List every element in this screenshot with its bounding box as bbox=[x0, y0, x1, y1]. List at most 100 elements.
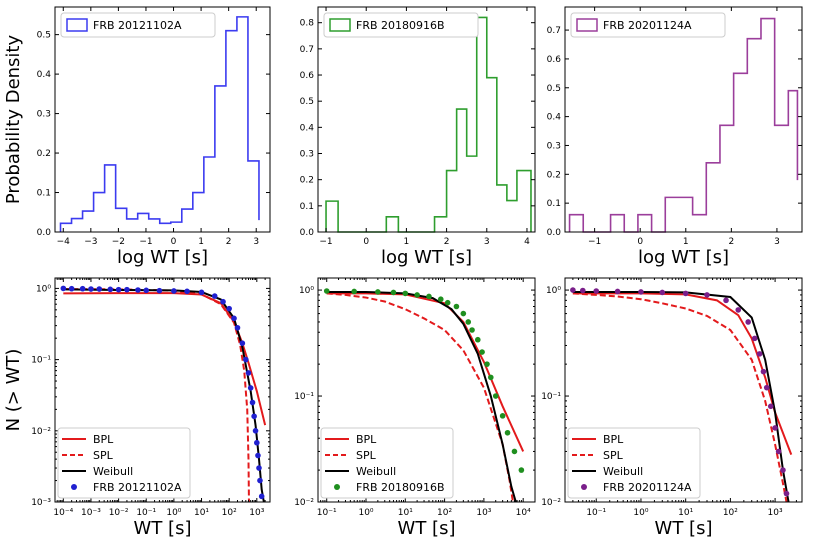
histogram-bin bbox=[204, 157, 215, 232]
legend-box bbox=[320, 427, 454, 499]
legend-label: FRB 20121102A bbox=[93, 481, 182, 494]
y-tick-label: 10⁻¹ bbox=[31, 356, 51, 366]
histogram-bin bbox=[226, 31, 237, 232]
data-point bbox=[518, 467, 525, 473]
histogram-bin bbox=[497, 185, 507, 232]
legend-label: SPL bbox=[603, 449, 624, 462]
data-point bbox=[156, 287, 163, 294]
data-point bbox=[107, 286, 114, 293]
y-tick-label: 0.4 bbox=[547, 113, 562, 123]
y-tick-label: 0.3 bbox=[547, 141, 561, 151]
y-tick-label: 10⁰ bbox=[546, 286, 561, 296]
histogram-steps bbox=[59, 16, 260, 232]
legend-box bbox=[567, 427, 701, 499]
data-point bbox=[487, 374, 494, 381]
histogram-bin bbox=[693, 215, 707, 232]
y-tick-label: 0.4 bbox=[300, 123, 315, 133]
axes-frame bbox=[317, 277, 536, 503]
histogram-bin bbox=[61, 223, 72, 232]
data-point bbox=[484, 361, 490, 367]
legend: FRB 20180916B bbox=[323, 12, 479, 38]
x-tick-label: 2 bbox=[226, 237, 232, 247]
y-tick-label: 0.1 bbox=[547, 199, 561, 209]
legend: BPL SPL Weibull FRB 20201124A bbox=[567, 427, 701, 499]
histogram-bin bbox=[507, 201, 517, 232]
histogram-bin bbox=[679, 197, 693, 232]
x-tick-label: −4 bbox=[57, 237, 71, 247]
data-point bbox=[226, 305, 232, 312]
histogram-bin bbox=[72, 219, 83, 232]
legend-swatch bbox=[329, 18, 351, 32]
x-tick-label: 10⁰ bbox=[166, 508, 181, 518]
legend-label: BPL bbox=[93, 433, 114, 446]
x-tick-label: 4 bbox=[524, 237, 530, 247]
histogram-bin bbox=[116, 208, 127, 232]
histogram-bin bbox=[734, 73, 748, 232]
panel-bottom-right: 10⁻¹ 10⁰ 10¹ 10² 10³ 10⁻² 10⁻¹ 10⁰ WT [s] BPL SPL W… bbox=[541, 277, 803, 539]
data-point bbox=[254, 439, 260, 446]
data-point bbox=[437, 296, 444, 303]
x-tick-label: 0 bbox=[637, 237, 643, 247]
y-tick-label: 0.5 bbox=[37, 31, 51, 41]
series-line-spl bbox=[572, 292, 788, 502]
x-tick-label: 10² bbox=[437, 508, 452, 518]
histogram-bin bbox=[447, 171, 457, 232]
axes-frame bbox=[564, 6, 803, 233]
histogram-bin bbox=[706, 163, 720, 232]
y-tick-label: 0.5 bbox=[547, 84, 561, 94]
x-tick-label: 10² bbox=[723, 508, 738, 518]
x-tick-label: 10¹ bbox=[678, 508, 693, 518]
histogram-bin bbox=[570, 215, 584, 232]
x-axis-label: log WT [s] bbox=[117, 247, 208, 268]
histogram-bin bbox=[435, 217, 447, 232]
data-point bbox=[79, 285, 86, 292]
histogram-bin bbox=[788, 91, 797, 232]
histogram-bin bbox=[215, 86, 226, 232]
histogram-bin bbox=[160, 223, 171, 232]
x-tick-label: 3 bbox=[484, 237, 490, 247]
data-point bbox=[243, 356, 249, 363]
panel-top-left: −4 −3 −2 −1 0 1 2 3 0.0 0.1 0.2 0.3 0.4 0.5 log WT [s]… bbox=[3, 6, 271, 268]
histogram-bin bbox=[517, 171, 531, 232]
data-point bbox=[426, 293, 432, 300]
y-tick-label: 0.7 bbox=[547, 26, 561, 36]
legend-label: FRB 20201124A bbox=[603, 19, 692, 32]
series-line-bpl bbox=[572, 292, 793, 455]
histogram-bin bbox=[326, 201, 338, 232]
y-tick-label: 0.6 bbox=[300, 71, 315, 81]
legend-label: Weibull bbox=[93, 465, 133, 478]
data-point bbox=[614, 288, 621, 295]
legend-swatch bbox=[576, 18, 598, 32]
data-point bbox=[499, 413, 506, 419]
y-tick-label: 10⁻² bbox=[541, 498, 561, 508]
x-tick-label: −1 bbox=[319, 237, 332, 247]
data-point bbox=[402, 290, 409, 297]
legend: FRB 20121102A bbox=[60, 12, 216, 38]
legend-label: SPL bbox=[93, 449, 114, 462]
x-axis-label: WT [s] bbox=[655, 518, 713, 539]
data-point bbox=[257, 477, 263, 484]
plot-area bbox=[60, 285, 267, 502]
legend-marker bbox=[581, 484, 587, 490]
data-point bbox=[234, 324, 241, 331]
data-point bbox=[249, 399, 256, 406]
x-tick-label: 10⁻¹ bbox=[136, 508, 156, 518]
data-point bbox=[474, 336, 481, 343]
axes-frame bbox=[54, 6, 271, 233]
x-tick-label: 1 bbox=[404, 237, 410, 247]
data-point bbox=[143, 287, 150, 294]
y-tick-label: 10⁻² bbox=[294, 498, 314, 508]
x-tick-label: 10⁰ bbox=[633, 508, 648, 518]
histogram-bin bbox=[761, 19, 775, 232]
data-point bbox=[60, 285, 67, 292]
y-tick-label: 0.7 bbox=[300, 45, 314, 55]
y-tick-label: 10⁻³ bbox=[31, 498, 51, 508]
plot-area bbox=[570, 287, 793, 502]
data-point bbox=[390, 289, 397, 296]
y-tick-label: 0.3 bbox=[37, 110, 51, 120]
data-point bbox=[593, 288, 600, 294]
data-point bbox=[96, 286, 103, 292]
legend-label: FRB 20180916B bbox=[356, 19, 445, 32]
data-point bbox=[444, 299, 451, 306]
data-point bbox=[255, 452, 261, 459]
